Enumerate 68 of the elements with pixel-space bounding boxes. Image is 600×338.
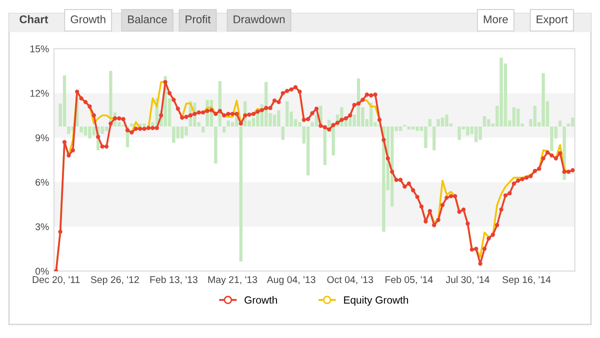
bar (62, 75, 66, 127)
text: Drawdown (234, 15, 285, 24)
y-tick-label: 3% (35, 223, 49, 230)
bar (202, 126, 205, 132)
bar (407, 126, 410, 130)
bar (478, 126, 482, 140)
text: Export (536, 16, 568, 26)
bar (222, 126, 226, 132)
text: Chart (20, 15, 48, 24)
x-tick-label: Aug 04, '13 (266, 276, 316, 285)
bar (298, 122, 302, 127)
bar (500, 58, 503, 127)
bar (398, 126, 402, 131)
bar (440, 118, 444, 127)
bar (416, 126, 419, 131)
bar (104, 126, 108, 131)
x-tick-label: Sep 16, '14 (502, 276, 551, 285)
bar (67, 126, 70, 134)
y-tick-label: 6% (36, 178, 49, 186)
x-tick-label: Oct 04, '13 (327, 276, 374, 284)
x-tick-label: Dec 20, '11 (32, 276, 80, 284)
bar (550, 126, 554, 151)
bar (482, 116, 486, 127)
y-tick-label: 15% (30, 45, 49, 52)
bar (281, 126, 284, 140)
y-tick-label: 0% (35, 268, 49, 275)
text: Balance (128, 15, 167, 24)
bar (286, 101, 289, 127)
bar (533, 106, 536, 127)
bar (84, 126, 88, 136)
bar (512, 107, 516, 127)
bar (487, 119, 490, 127)
bar (424, 126, 428, 148)
bar (474, 126, 478, 142)
bar (542, 73, 545, 127)
text: Profit (186, 15, 211, 24)
y-tick-label: 9% (36, 134, 49, 142)
bar (184, 126, 188, 136)
bar (88, 126, 92, 138)
legend-label: Growth (244, 296, 277, 304)
bar (172, 126, 176, 143)
bar (436, 119, 440, 127)
bar (412, 126, 415, 130)
bar (516, 108, 520, 127)
bar (226, 120, 230, 127)
bar (558, 120, 562, 127)
x-tick-label: Jul 30, '14 (446, 276, 490, 284)
legend-label: Equity Growth (344, 296, 408, 306)
x-tick-label: Feb 13, '13 (150, 276, 198, 284)
bar (214, 126, 218, 164)
bar (306, 126, 310, 176)
x-tick-label: May 21, '13 (208, 276, 258, 285)
x-tick-label: Feb 05, '14 (386, 276, 433, 284)
y-tick-label: 12% (30, 90, 49, 97)
bar (428, 119, 432, 127)
x-tick-label: Sep 26, '12 (90, 276, 139, 285)
bar (180, 126, 184, 138)
text: More (484, 16, 508, 24)
bar (445, 114, 448, 127)
bar (458, 126, 461, 140)
bar (466, 126, 470, 136)
bar (130, 124, 134, 127)
bar (571, 118, 574, 127)
bar (277, 110, 280, 127)
bar (432, 126, 436, 150)
bar (80, 126, 83, 132)
bar (382, 126, 386, 232)
text: Growth (70, 15, 106, 24)
